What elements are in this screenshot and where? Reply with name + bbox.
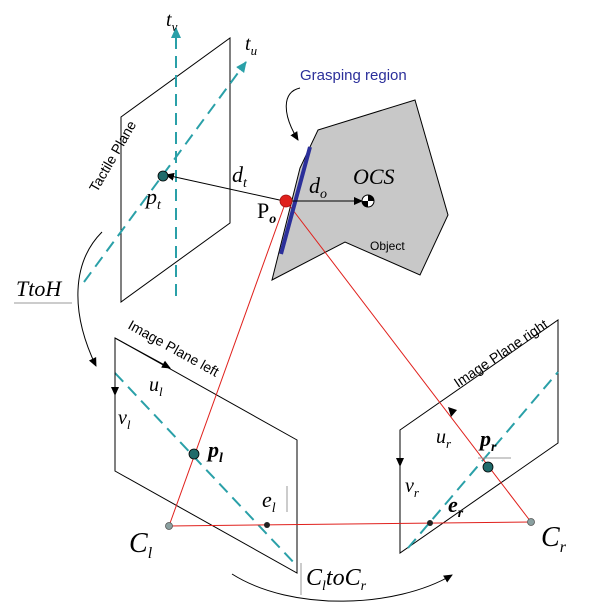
left-epipolar-line xyxy=(114,372,298,567)
ur-arrowhead xyxy=(448,407,457,417)
tv-label: tv xyxy=(166,9,178,34)
pl-point xyxy=(188,448,200,460)
image-plane-left-label: Image Plane left xyxy=(126,317,222,380)
grasping-region-pointer xyxy=(285,87,301,141)
object-shape xyxy=(271,99,449,281)
ul-label: ul xyxy=(149,374,163,399)
ttoh-arrow xyxy=(77,231,103,367)
pt-label: pt xyxy=(144,184,162,213)
ul-axis xyxy=(114,337,171,369)
po-point xyxy=(279,194,293,208)
object-label: Object xyxy=(370,239,405,253)
ocs-frame-symbol xyxy=(361,194,375,208)
cr-label: Cr xyxy=(541,522,567,556)
ur-label: ur xyxy=(436,426,452,451)
vr-label: vr xyxy=(405,475,420,500)
dt-label: dt xyxy=(232,162,248,191)
cltocr-label: CltoCr xyxy=(306,565,367,594)
label-brackets xyxy=(14,302,511,595)
tactile-plane xyxy=(120,37,231,303)
cltocr-arrow xyxy=(231,573,453,602)
tu-label: tu xyxy=(245,33,258,58)
image-plane-left xyxy=(114,337,298,574)
el-label: el xyxy=(262,487,276,516)
tactile-plane-label: Tactile Plane xyxy=(86,118,140,195)
pr-label: pr xyxy=(478,426,497,455)
ttoh-label: TtoH xyxy=(16,276,62,301)
ocs-label: OCS xyxy=(353,164,395,189)
pr-point xyxy=(482,461,494,473)
cr-point xyxy=(527,518,535,526)
pt-point xyxy=(157,170,169,182)
cl-point xyxy=(165,522,173,530)
image-plane-right-label: Image Plane right xyxy=(451,316,551,391)
right-epipolar-line xyxy=(407,371,559,549)
er-point xyxy=(427,520,433,526)
do-label: do xyxy=(309,173,327,202)
vl-label: vl xyxy=(118,407,131,432)
el-point xyxy=(264,522,270,528)
pl-label: pl xyxy=(206,437,223,466)
image-plane-right xyxy=(399,319,559,554)
cl-label: Cl xyxy=(129,528,153,562)
po-label: Po xyxy=(257,198,276,227)
grasping-region-label: Grasping region xyxy=(300,67,407,84)
er-label: er xyxy=(448,492,464,521)
dt-arrow xyxy=(165,172,285,202)
